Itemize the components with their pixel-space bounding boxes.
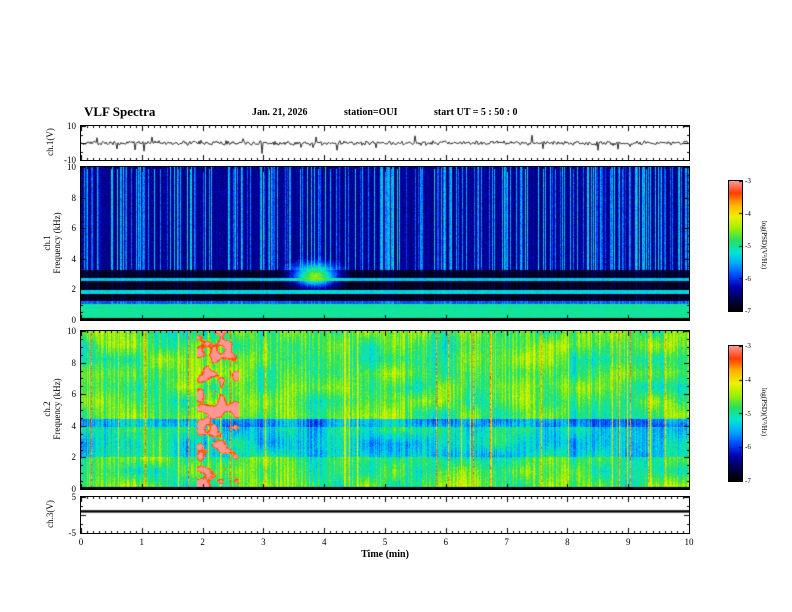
colorbar-ch2 <box>728 345 743 482</box>
ch1-frequency-tick-label: 0 <box>71 315 77 325</box>
colorbar-ch1 <box>728 180 743 312</box>
x-tick-label: 0 <box>78 537 84 547</box>
x-tick-label: 10 <box>684 537 694 547</box>
colorbar-ch1-canvas <box>729 181 742 311</box>
ch1-waveform-panel <box>80 125 690 161</box>
colorbar-ch2-canvas <box>729 346 742 481</box>
start-ut-label: start UT = 5 : 50 : 0 <box>434 107 518 118</box>
x-tick-label: 5 <box>382 537 388 547</box>
colorbar-ch1-label: log(PSD)(V²/Hz) <box>760 220 768 270</box>
colorbar-ch1-tick-label: -6 <box>745 274 751 283</box>
x-tick-label: 9 <box>625 537 631 547</box>
ch3-voltage-axis-label: ch.3(V) <box>45 500 55 528</box>
ch1-frequency-axis-label-line1: ch.1 <box>42 235 52 251</box>
ch1-frequency-tick-label: 8 <box>71 192 77 203</box>
x-tick-label: 2 <box>200 537 205 547</box>
ch2-frequency-tick-label: 6 <box>71 389 77 400</box>
ch2-frequency-tick-label: 8 <box>71 357 77 368</box>
ch2-spectrogram-canvas <box>81 331 689 489</box>
ch1-frequency-tick-label: 4 <box>71 253 77 264</box>
ch1-spectrogram-canvas <box>81 167 689 320</box>
colorbar-ch1-tick-label: -3 <box>745 177 751 185</box>
x-tick-label: 6 <box>443 537 449 547</box>
colorbar-ch2-tick-label: -5 <box>745 409 751 418</box>
ch3-voltage-tick-label: -5 <box>68 528 77 538</box>
time-axis-label: Time (min) <box>361 549 409 560</box>
colorbar-ch1-tick-label: -7 <box>745 307 751 315</box>
x-tick-label: 3 <box>261 537 266 547</box>
x-tick-label: 7 <box>504 537 509 547</box>
ch1-voltage-axis-label: ch.1(V) <box>45 128 55 156</box>
ch1-frequency-tick-label: 6 <box>71 223 77 234</box>
station-label: station=OUI <box>344 107 398 118</box>
colorbar-ch2-label: log(PSD)(V²/Hz) <box>760 387 768 437</box>
ch2-frequency-tick-label: 4 <box>71 420 77 431</box>
colorbar-ch2-tick-label: -3 <box>745 342 751 350</box>
ch2-frequency-tick-label: 2 <box>71 452 77 463</box>
colorbar-ch2-tick-label: -7 <box>745 477 751 485</box>
ch2-frequency-axis-label-line1: ch.2 <box>42 401 52 417</box>
ch1-frequency-axis-label-line2: Frequency (kHz) <box>52 212 62 274</box>
ch1-frequency-tick-label: 2 <box>71 284 77 295</box>
colorbar-ch2-tick-label: -4 <box>745 375 751 384</box>
ch1-waveform-canvas <box>81 126 689 160</box>
ch3-waveform-panel <box>80 496 690 534</box>
ch1-frequency-tick-label: 10 <box>67 162 76 172</box>
ch3-waveform-canvas <box>81 497 689 533</box>
ch1-spectrogram-panel <box>80 166 690 321</box>
colorbar-ch1-tick-label: -4 <box>745 209 751 218</box>
ch1-voltage-tick-label: -10 <box>64 155 76 165</box>
ch2-frequency-tick-label: 0 <box>71 484 77 494</box>
ch1-frequency-axis-label: ch.1 Frequency (kHz) <box>42 212 62 273</box>
ch2-spectrogram-panel <box>80 330 690 490</box>
x-tick-label: 1 <box>139 537 145 547</box>
ch3-voltage-tick-label: 5 <box>71 492 77 502</box>
x-tick-label: 4 <box>321 537 327 547</box>
figure-title: VLF Spectra <box>84 104 156 119</box>
colorbar-ch2-tick-label: -6 <box>745 443 751 452</box>
date-label: Jan. 21, 2026 <box>252 107 308 118</box>
colorbar-ch1-tick-label: -5 <box>745 242 751 250</box>
ch1-voltage-tick-label: 10 <box>67 121 76 131</box>
ch2-frequency-tick-label: 10 <box>67 326 76 336</box>
x-tick-label: 8 <box>565 537 570 547</box>
